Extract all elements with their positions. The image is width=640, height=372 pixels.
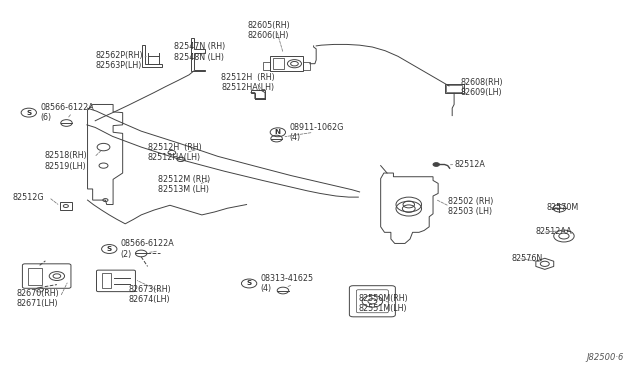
Text: 08566-6122A
(2): 08566-6122A (2) — [121, 239, 175, 259]
Text: 08911-1062G
(4): 08911-1062G (4) — [289, 122, 344, 142]
Bar — [273, 58, 284, 69]
Text: S: S — [246, 280, 252, 286]
Text: N: N — [275, 129, 281, 135]
Text: 82570M: 82570M — [547, 203, 579, 212]
Circle shape — [433, 163, 440, 166]
Text: 82605(RH)
82606(LH): 82605(RH) 82606(LH) — [248, 20, 291, 40]
Text: 82512H  (RH)
82512HA(LH): 82512H (RH) 82512HA(LH) — [148, 143, 202, 162]
Bar — [102, 273, 111, 288]
Text: 82518(RH)
82519(LH): 82518(RH) 82519(LH) — [44, 151, 87, 171]
Bar — [303, 62, 310, 70]
Text: 82512G: 82512G — [12, 193, 44, 202]
Text: 82673(RH)
82674(LH): 82673(RH) 82674(LH) — [129, 285, 171, 304]
Bar — [447, 85, 462, 92]
Text: 82608(RH)
82609(LH): 82608(RH) 82609(LH) — [461, 78, 503, 97]
Text: 82512H  (RH)
82512HA(LH): 82512H (RH) 82512HA(LH) — [221, 73, 275, 92]
Text: 82670(RH)
82671(LH): 82670(RH) 82671(LH) — [17, 289, 60, 308]
Text: 82512A: 82512A — [454, 160, 485, 169]
Text: 08313-41625
(4): 08313-41625 (4) — [260, 274, 314, 293]
Text: 82547N (RH)
82548N (LH): 82547N (RH) 82548N (LH) — [174, 42, 226, 61]
Text: 82576N: 82576N — [511, 254, 543, 263]
Text: 82512M (RH)
82513M (LH): 82512M (RH) 82513M (LH) — [159, 175, 211, 194]
Text: 82512AA: 82512AA — [536, 227, 572, 236]
Text: 08566-6122A
(6): 08566-6122A (6) — [40, 103, 94, 122]
Bar — [270, 56, 303, 71]
Text: J82500·6: J82500·6 — [586, 353, 623, 362]
Text: 82562P(RH)
82563P(LH): 82562P(RH) 82563P(LH) — [95, 51, 143, 70]
Text: S: S — [26, 110, 31, 116]
Text: 82550M(RH)
82551M(LH): 82550M(RH) 82551M(LH) — [358, 294, 408, 313]
Bar — [28, 268, 42, 285]
Bar — [445, 84, 464, 93]
Text: S: S — [107, 246, 112, 252]
Text: 82502 (RH)
82503 (LH): 82502 (RH) 82503 (LH) — [448, 197, 493, 216]
Bar — [262, 62, 270, 70]
